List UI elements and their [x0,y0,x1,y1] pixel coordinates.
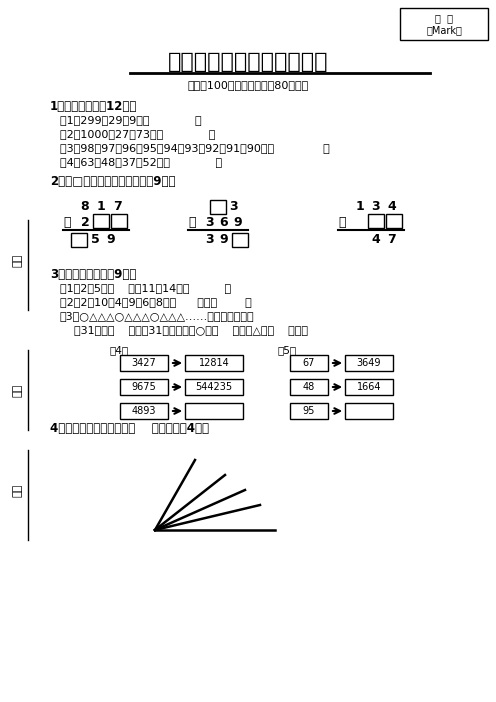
Text: 1664: 1664 [357,382,381,392]
Text: （5）: （5） [278,345,297,355]
Text: （2）1000－27－73＝（             ）: （2）1000－27－73＝（ ） [60,129,215,139]
Text: 3: 3 [206,233,214,246]
Text: （4）: （4） [110,345,129,355]
Text: （1）299＋29＋9＝（             ）: （1）299＋29＋9＝（ ） [60,115,202,125]
Bar [120,355,168,371]
Text: 9: 9 [234,216,243,229]
Text: 12814: 12814 [198,358,229,368]
Bar [185,355,243,371]
Text: （3）98－97＋96－95＋94－93＋92－91＋90＝（              ）: （3）98－97＋96－95＋94－93＋92－91＋90＝（ ） [60,143,330,153]
Text: 3: 3 [372,200,380,213]
Text: 3427: 3427 [131,358,156,368]
Text: 二年级下学期数学竞赛试卷: 二年级下学期数学竞赛试卷 [168,52,328,72]
Text: 544235: 544235 [195,382,233,392]
Text: 7: 7 [113,200,122,213]
Text: （2）2，10，4，9，6，8，（      ），（        ）: （2）2，10，4，9，6，8，（ ），（ ） [60,297,252,307]
Text: 3: 3 [230,200,238,213]
Bar [290,355,328,371]
Text: 班级: 班级 [13,383,23,397]
Text: 第31个是（    ），这31个图形中，○有（    ）个，△有（    ）个。: 第31个是（ ），这31个图形中，○有（ ）个，△有（ ）个。 [60,325,308,335]
Text: 4893: 4893 [132,406,156,416]
Text: 1: 1 [97,200,105,213]
Text: 6: 6 [220,216,228,229]
Text: 4、数一数，下图中共有（    ）个角。【4分】: 4、数一数，下图中共有（ ）个角。【4分】 [50,422,209,435]
Text: 3649: 3649 [357,358,381,368]
Text: －: － [338,216,346,229]
Bar [120,403,168,419]
Text: （3）○△△△○△△△○△△△……照这样排下去，: （3）○△△△○△△△○△△△……照这样排下去， [60,311,254,321]
Text: （4）63＋48＋37＋52＝（             ）: （4）63＋48＋37＋52＝（ ） [60,157,222,167]
Text: 1、巧思妙算。【12分】: 1、巧思妙算。【12分】 [50,100,137,113]
Bar [93,214,109,228]
Text: 3、按规律填数。【9分】: 3、按规律填数。【9分】 [50,268,136,281]
Text: －: － [63,216,71,229]
Bar [400,8,488,40]
Text: 7: 7 [388,233,396,246]
Text: （1）2，5，（    ），11，14，（          ）: （1）2，5，（ ），11，14，（ ） [60,283,231,293]
Bar [120,379,168,395]
Bar [290,403,328,419]
Text: 8: 8 [81,200,89,213]
Bar [345,355,393,371]
Bar [368,214,384,228]
Text: 9: 9 [107,233,115,246]
Text: 学校: 学校 [13,484,23,496]
Bar [345,403,393,419]
Text: 3: 3 [206,216,214,229]
Text: 姓名: 姓名 [13,253,23,267]
Text: 4: 4 [388,200,396,213]
Text: （满分100分，考试时间：80分钟）: （满分100分，考试时间：80分钟） [187,80,309,90]
Bar [185,379,243,395]
Bar [345,379,393,395]
Bar [386,214,402,228]
Text: 2: 2 [81,216,89,229]
Text: 95: 95 [303,406,315,416]
Text: 5: 5 [91,233,99,246]
Bar [71,233,87,247]
Text: 48: 48 [303,382,315,392]
Text: 9675: 9675 [131,382,156,392]
Bar [232,233,248,247]
Text: 4: 4 [372,233,380,246]
Bar [185,403,243,419]
Text: 9: 9 [220,233,228,246]
Text: 67: 67 [303,358,315,368]
Bar [210,200,226,214]
Text: 2、在□里填上合适的数字。【9分】: 2、在□里填上合适的数字。【9分】 [50,175,176,188]
Text: 1: 1 [356,200,365,213]
Text: 成  绩
（Mark）: 成 绩 （Mark） [426,13,462,35]
Bar [111,214,127,228]
Bar [290,379,328,395]
Text: ＋: ＋ [188,216,196,229]
